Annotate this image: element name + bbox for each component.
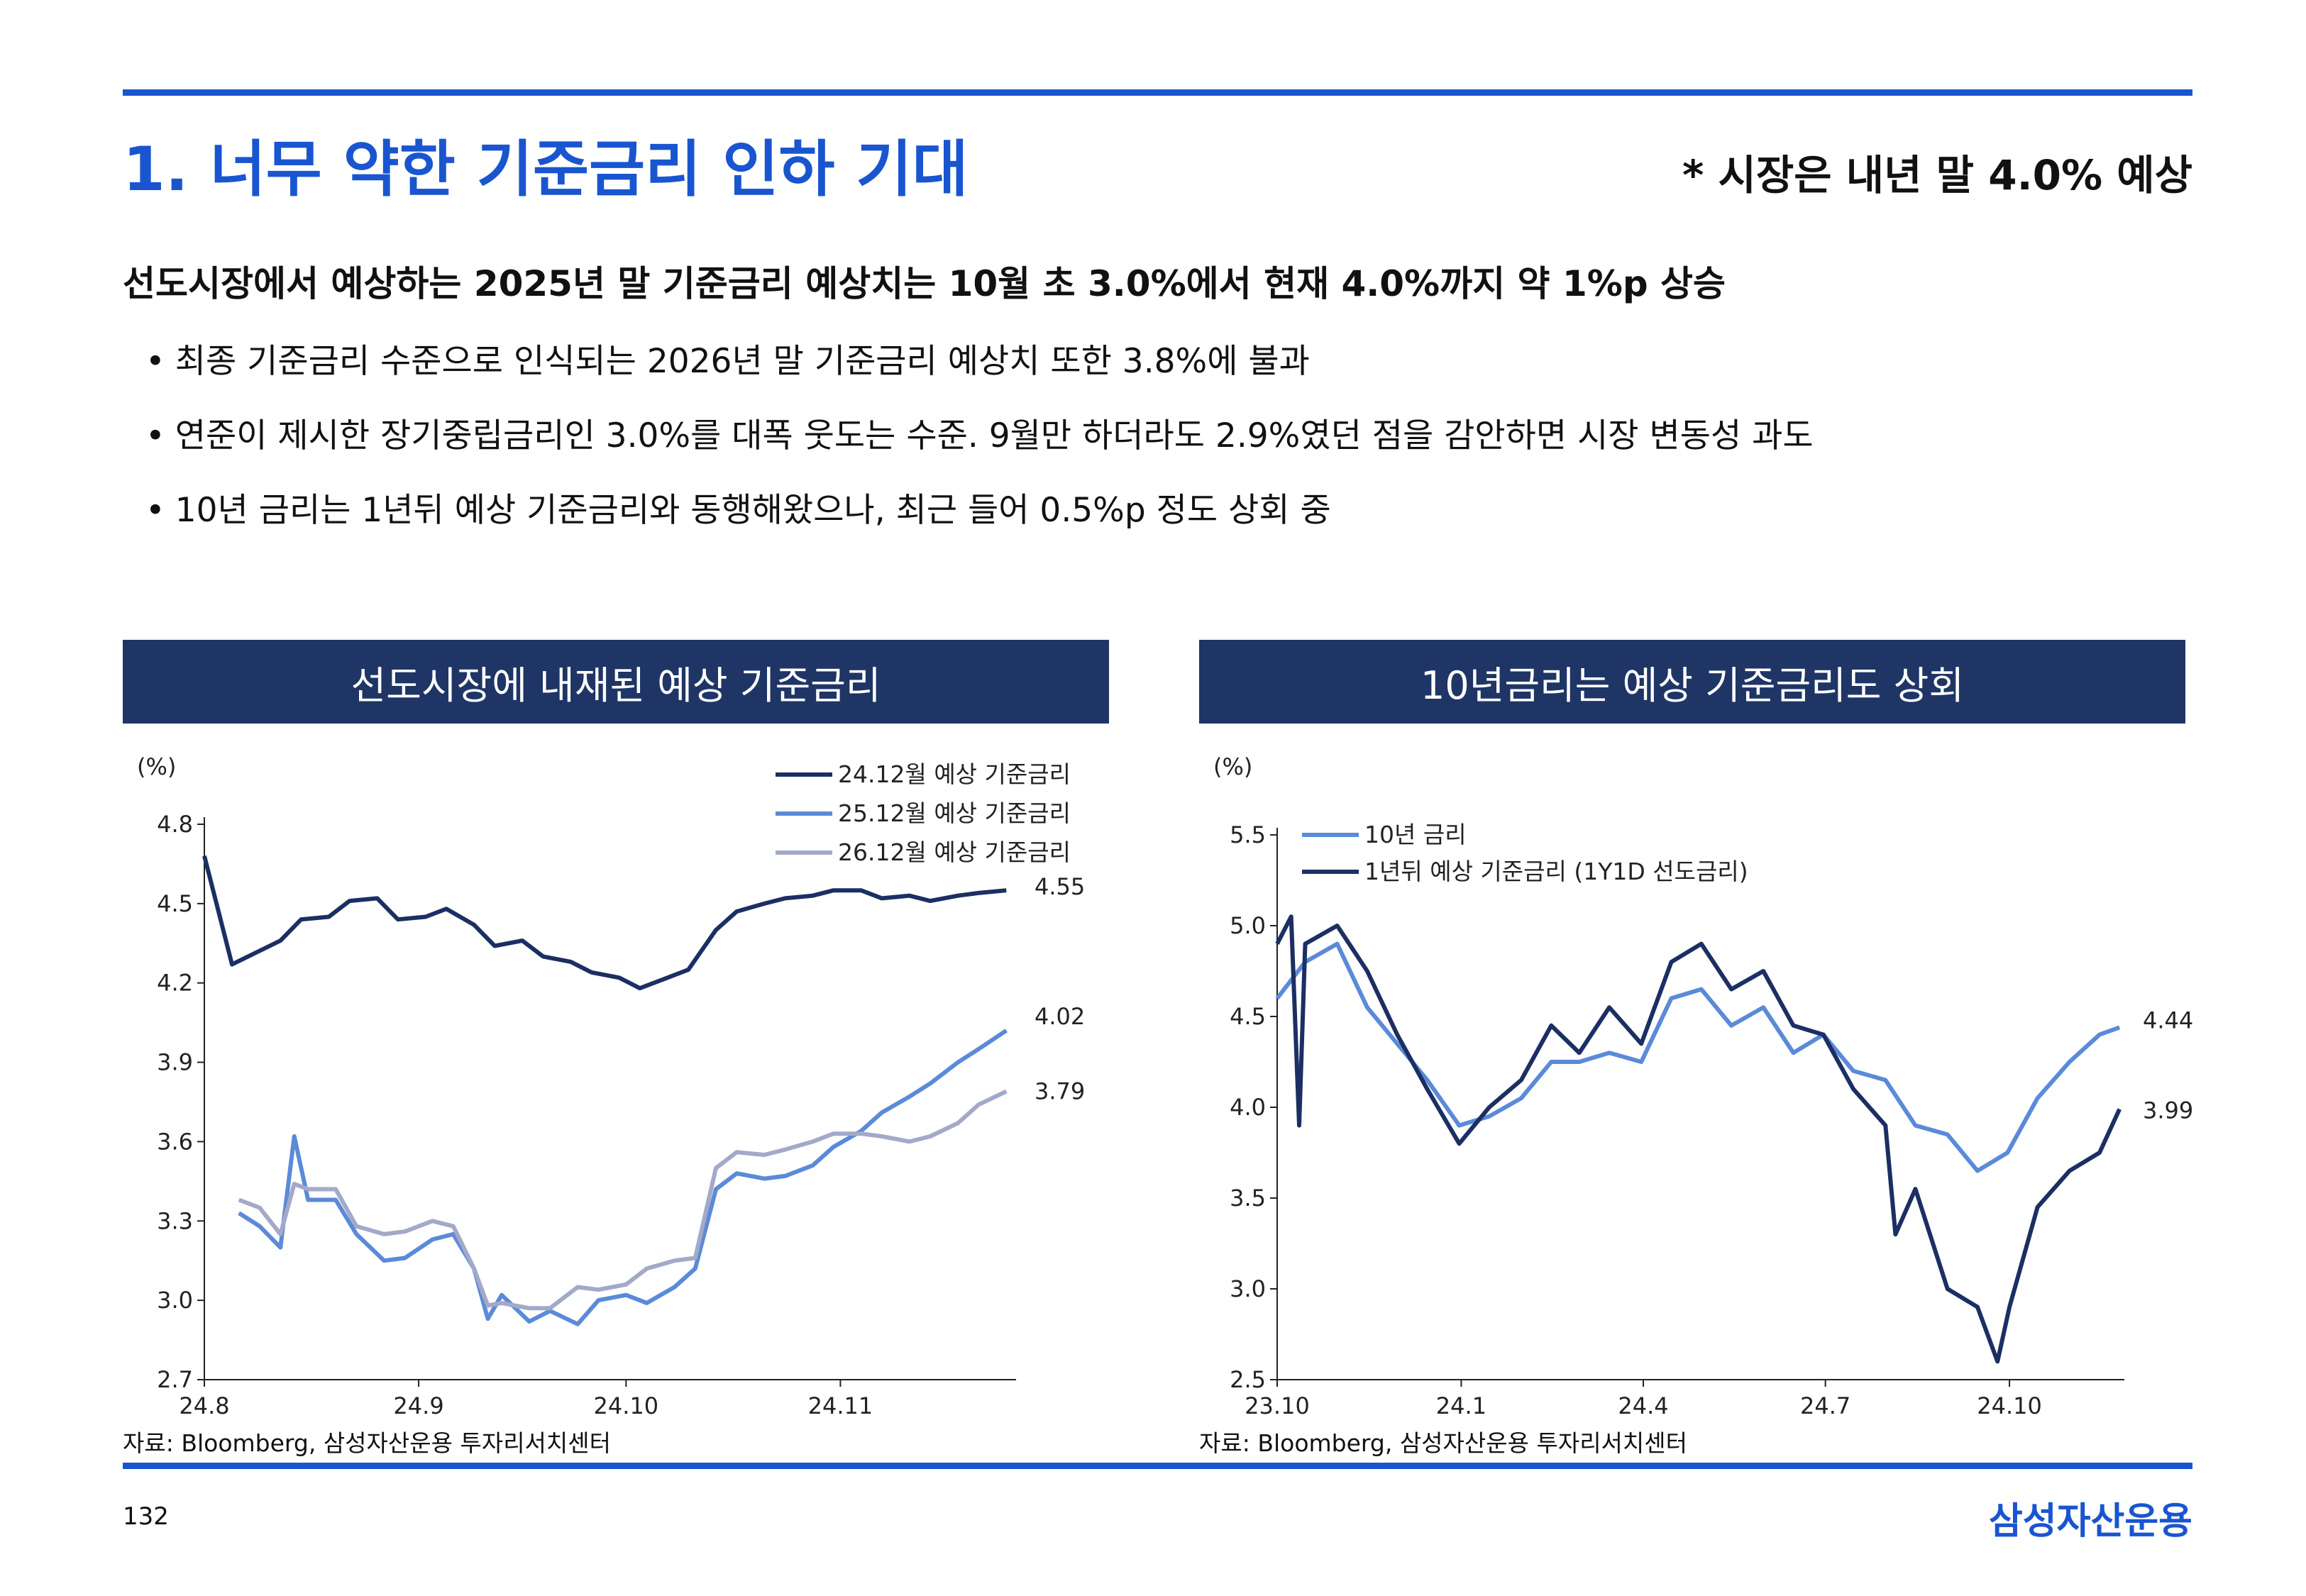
page-number: 132	[123, 1502, 169, 1531]
y-tick-label: 4.8	[157, 811, 193, 838]
x-tick-label: 24.10	[1977, 1392, 2042, 1419]
bullet-text: 최종 기준금리 수준으로 인식되는 2026년 말 기준금리 예상치 또한 3.…	[175, 342, 1310, 381]
y-tick-label: 5.5	[1230, 821, 1266, 848]
y-axis-unit-label: (%)	[137, 753, 176, 780]
left-source-note: 자료: Bloomberg, 삼성자산운용 투자리서치센터	[123, 1429, 611, 1457]
y-tick-label: 3.3	[157, 1207, 193, 1234]
series-end-label: 4.02	[1035, 1003, 1085, 1030]
y-tick-label: 5.0	[1230, 912, 1266, 939]
series-end-label: 3.99	[2143, 1097, 2192, 1124]
series-end-label: 4.44	[2143, 1007, 2192, 1033]
bullet-mark: •	[145, 491, 165, 530]
right-panel-title: 10년금리는 예상 기준금리도 상회	[1199, 640, 2185, 724]
legend-label: 26.12월 예상 기준금리	[838, 838, 1071, 866]
y-tick-label: 2.7	[157, 1366, 193, 1393]
x-tick-label: 24.4	[1618, 1392, 1668, 1419]
ten-year-rate-chart: (%) 5.5 5.0 4.5 4.0 3.5 3.0 2.523.10 24.1 24.4 24.…	[1213, 753, 2192, 1419]
bullet-text: 연준이 제시한 장기중립금리인 3.0%를 대폭 웃도는 수준. 9월만 하더라…	[175, 416, 1814, 455]
y-tick-label: 3.5	[1230, 1185, 1266, 1212]
title-note: * 시장은 내년 말 4.0% 예상	[1682, 151, 2192, 199]
y-tick-label: 4.5	[1230, 1003, 1266, 1030]
x-tick-label: 24.10	[594, 1392, 659, 1419]
y-tick-label: 4.5	[157, 890, 193, 917]
summary-headline: 선도시장에서 예상하는 2025년 말 기준금리 예상치는 10월 초 3.0%…	[123, 263, 1726, 304]
bullet-item: • 10년 금리는 1년뒤 예상 기준금리와 동행해왔으나, 최근 들어 0.5%…	[145, 482, 1331, 531]
y-tick-label: 3.6	[157, 1128, 193, 1155]
y-tick-label: 3.0	[157, 1287, 193, 1314]
bullet-text: 10년 금리는 1년뒤 예상 기준금리와 동행해왔으나, 최근 들어 0.5%p…	[175, 491, 1331, 530]
y-tick-label: 4.2	[157, 970, 193, 997]
legend-label: 24.12월 예상 기준금리	[838, 760, 1071, 788]
bullet-item: • 연준이 제시한 장기중립금리인 3.0%를 대폭 웃도는 수준. 9월만 하더…	[145, 408, 1814, 457]
series-end-label: 3.79	[1035, 1078, 1085, 1105]
legend-label: 10년 금리	[1364, 821, 1467, 848]
x-tick-label: 24.1	[1436, 1392, 1486, 1419]
x-tick-label: 24.8	[179, 1392, 229, 1419]
y-tick-label: 4.0	[1230, 1094, 1266, 1121]
series-line	[202, 855, 1007, 991]
bullet-mark: •	[145, 416, 165, 455]
y-axis-unit-label: (%)	[1213, 753, 1252, 780]
series-end-label: 4.55	[1035, 873, 1085, 900]
page-title: 1. 너무 약한 기준금리 인하 기대	[123, 134, 969, 205]
series-line	[1275, 941, 2121, 1173]
x-tick-label: 24.9	[393, 1392, 443, 1419]
series-line	[238, 1089, 1008, 1311]
brand-logo-text: 삼성자산운용	[1988, 1500, 2192, 1543]
x-tick-label: 23.10	[1245, 1392, 1310, 1419]
x-tick-label: 24.7	[1800, 1392, 1850, 1419]
series-line	[1275, 914, 2122, 1364]
legend-label: 1년뒤 예상 기준금리 (1Y1D 선도금리)	[1364, 858, 1748, 885]
right-source-note: 자료: Bloomberg, 삼성자산운용 투자리서치센터	[1199, 1429, 1687, 1457]
y-tick-label: 3.0	[1230, 1275, 1266, 1302]
bullet-item: • 최종 기준금리 수준으로 인식되는 2026년 말 기준금리 예상치 또한 3…	[145, 333, 1310, 382]
top-rule	[123, 89, 2192, 96]
bottom-rule	[123, 1463, 2192, 1469]
y-tick-label: 3.9	[157, 1049, 193, 1076]
y-tick-label: 2.5	[1230, 1366, 1266, 1393]
x-tick-label: 24.11	[808, 1392, 873, 1419]
bullet-mark: •	[145, 342, 165, 381]
legend-label: 25.12월 예상 기준금리	[838, 799, 1071, 827]
forward-rate-chart: (%) 4.8 4.5 4.2 3.9 3.6 3.3 3.0 2.724.8 24.9 24.10…	[137, 753, 1085, 1419]
left-panel-title: 선도시장에 내재된 예상 기준금리	[123, 640, 1109, 724]
series-line	[238, 1029, 1008, 1326]
